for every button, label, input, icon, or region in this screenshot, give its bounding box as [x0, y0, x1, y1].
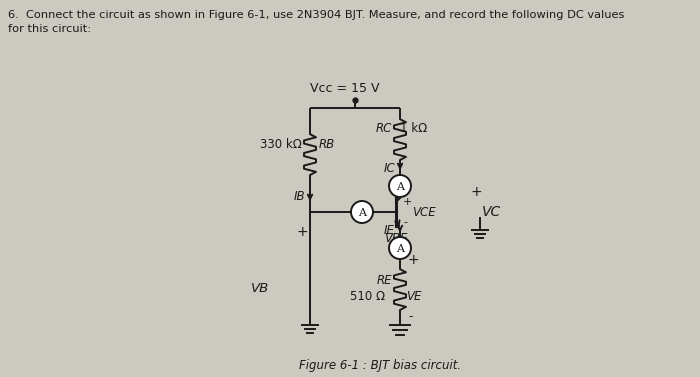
Text: VC: VC — [482, 205, 501, 219]
Text: IC: IC — [384, 161, 395, 175]
Text: 1 kΩ: 1 kΩ — [400, 121, 427, 135]
Text: 330 kΩ: 330 kΩ — [260, 138, 302, 152]
Text: 6.  Connect the circuit as shown in Figure 6-1, use 2N3904 BJT. Measure, and rec: 6. Connect the circuit as shown in Figur… — [8, 10, 624, 20]
Text: VBE: VBE — [384, 232, 407, 245]
Text: RE: RE — [377, 273, 392, 287]
Circle shape — [389, 175, 411, 197]
Text: -: - — [403, 217, 407, 227]
Text: +: + — [296, 225, 308, 239]
Text: -: - — [408, 311, 412, 323]
Text: for this circuit:: for this circuit: — [8, 24, 91, 34]
Text: +: + — [407, 253, 419, 267]
Text: VB: VB — [251, 282, 269, 294]
Text: +: + — [470, 185, 482, 199]
Text: A: A — [358, 207, 366, 218]
Text: VE: VE — [406, 290, 421, 302]
Text: RB: RB — [319, 138, 335, 152]
Text: Vcc = 15 V: Vcc = 15 V — [310, 82, 379, 95]
Circle shape — [389, 237, 411, 259]
Text: IE: IE — [384, 224, 395, 236]
Text: RC: RC — [376, 121, 392, 135]
Text: IB: IB — [293, 190, 305, 202]
Text: 510 Ω: 510 Ω — [350, 290, 385, 302]
Circle shape — [351, 201, 373, 223]
Text: A: A — [396, 181, 404, 192]
Text: A: A — [396, 244, 404, 253]
Text: +: + — [403, 197, 412, 207]
Text: Figure 6-1 : BJT bias circuit.: Figure 6-1 : BJT bias circuit. — [299, 359, 461, 372]
Text: VCE: VCE — [412, 205, 435, 219]
